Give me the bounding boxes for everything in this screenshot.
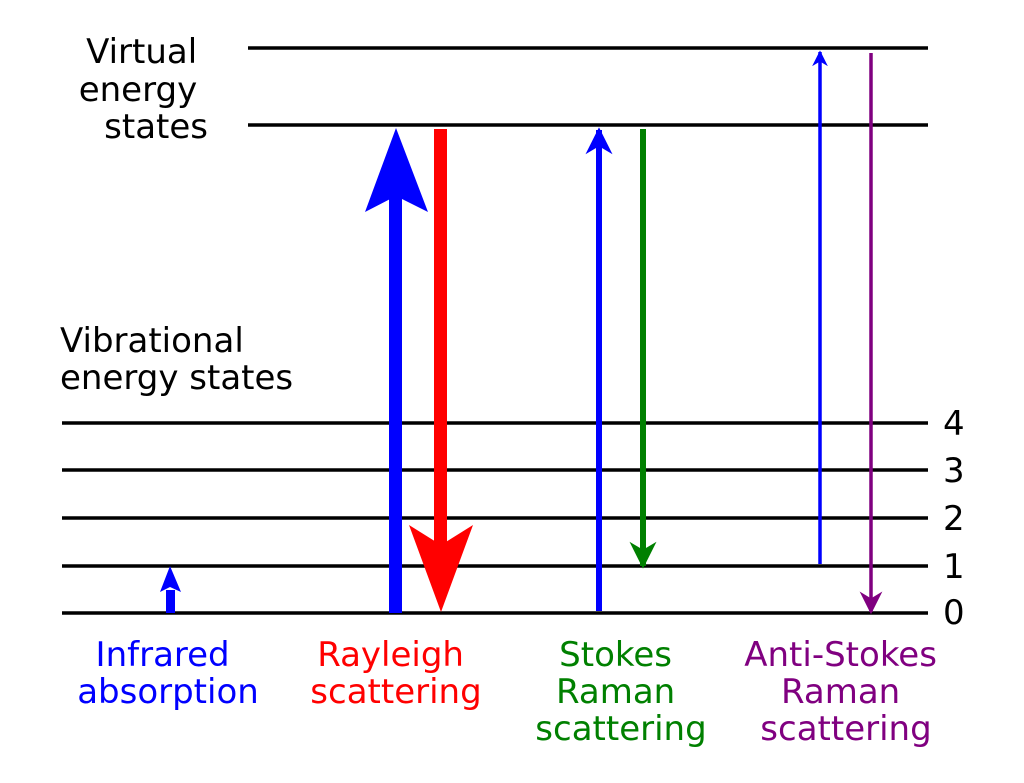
stokes-label-line-2: Raman <box>556 672 675 712</box>
anti-stokes-label-line-1: Anti-Stokes <box>744 635 937 675</box>
infrared-label-line-1: Infrared <box>96 635 230 675</box>
virtual-label-line-1: Virtual <box>86 32 197 72</box>
infrared-absorption-arrow <box>160 566 181 613</box>
level-number-3: 3 <box>943 451 965 491</box>
stokes-label-line-3: scattering <box>535 709 706 749</box>
anti-stokes-raman-label: Anti-Stokes Raman scattering <box>744 635 948 749</box>
virtual-label-line-3: states <box>104 107 208 147</box>
stokes-raman-label: Stokes Raman scattering <box>535 635 706 749</box>
anti-stokes-label-line-2: Raman <box>781 672 900 712</box>
stokes-label-line-1: Stokes <box>559 635 672 675</box>
level-number-1: 1 <box>943 547 965 587</box>
vibrational-states-label: Vibrational energy states <box>60 321 293 398</box>
infrared-label-line-2: absorption <box>77 672 259 712</box>
virtual-label-line-2: energy <box>79 70 197 110</box>
anti-stokes-label-line-3: scattering <box>760 709 931 749</box>
rayleigh-label-line-2: scattering <box>310 672 481 712</box>
rayleigh-emission-arrow <box>409 129 473 612</box>
vibrational-label-line-1: Vibrational <box>60 321 244 361</box>
level-number-0: 0 <box>943 593 965 633</box>
infrared-absorption-label: Infrared absorption <box>77 635 259 712</box>
vibrational-label-line-2: energy states <box>60 358 293 398</box>
rayleigh-absorption-arrow <box>365 128 428 613</box>
level-number-4: 4 <box>943 404 965 444</box>
level-number-2: 2 <box>943 499 965 539</box>
rayleigh-scattering-label: Rayleigh scattering <box>310 635 481 712</box>
rayleigh-label-line-1: Rayleigh <box>317 635 464 675</box>
virtual-states-label: Virtual energy states <box>79 32 208 147</box>
